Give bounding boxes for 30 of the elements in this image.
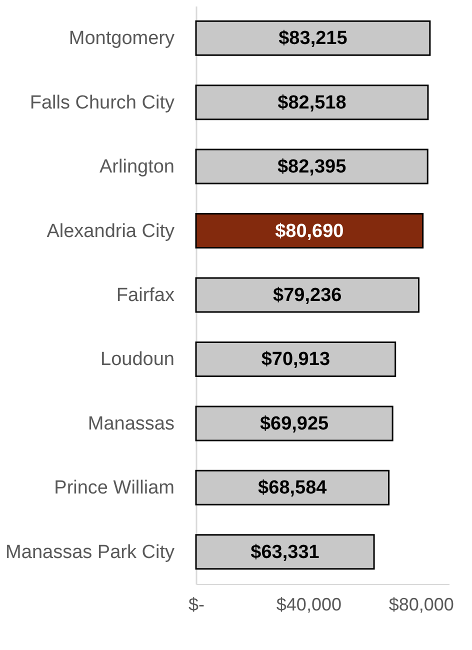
bar [195, 84, 429, 120]
bar [195, 213, 424, 249]
data-label: $69,925 [260, 413, 330, 434]
y-tick-label: Loudoun [100, 349, 174, 370]
y-tick-label: Manassas Park City [6, 542, 175, 563]
bar [195, 277, 420, 313]
y-tick-label: Montgomery [68, 28, 175, 50]
data-label: $63,331 [250, 542, 320, 563]
data-label: $68,584 [258, 478, 328, 499]
y-tick-label: Manassas [88, 413, 174, 434]
x-tick-label: $- [188, 594, 205, 614]
y-tick-label: Falls Church City [30, 92, 175, 114]
bar [195, 341, 396, 377]
data-label: $70,913 [261, 349, 330, 370]
data-label: $82,395 [277, 156, 347, 178]
data-label: $82,518 [278, 92, 346, 114]
x-tick-label: $80,000 [388, 594, 454, 614]
bar [195, 534, 375, 570]
bar [195, 20, 431, 56]
x-tick-label: $40,000 [276, 594, 342, 614]
y-tick-label: Prince William [54, 478, 174, 499]
data-label: $79,236 [273, 285, 342, 306]
y-tick-label: Alexandria City [46, 220, 175, 242]
y-tick-label: Fairfax [116, 285, 175, 306]
bar [195, 148, 428, 184]
y-tick-label: Arlington [100, 156, 174, 178]
data-label: $80,690 [275, 220, 344, 242]
data-label: $83,215 [278, 28, 348, 50]
bar [195, 470, 390, 506]
bar [195, 406, 394, 442]
